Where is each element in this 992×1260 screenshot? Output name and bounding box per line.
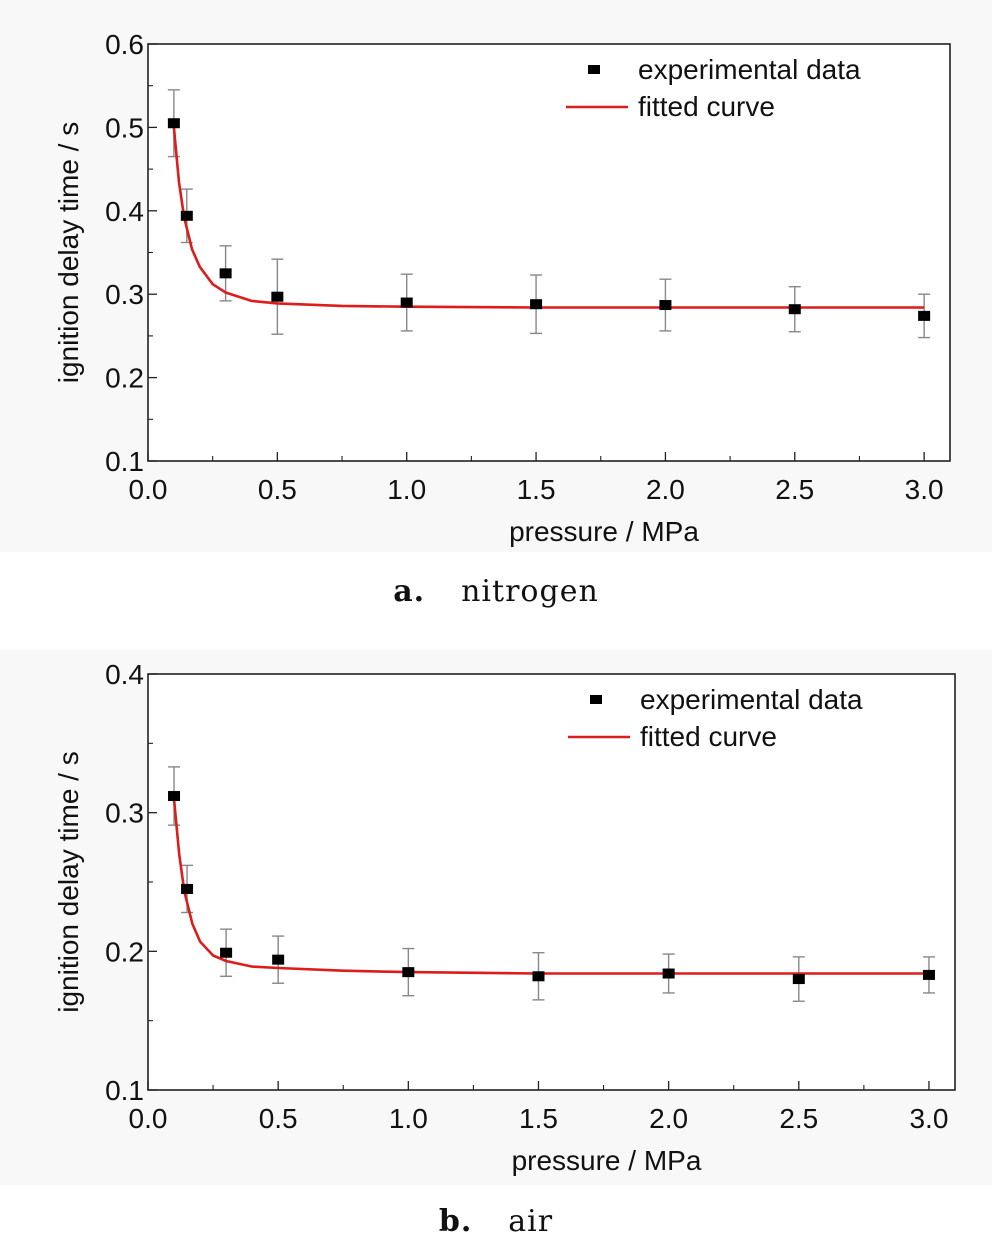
data-point xyxy=(530,299,543,310)
x-tick-label: 1.5 xyxy=(519,1103,558,1134)
x-tick-label: 2.5 xyxy=(779,1103,818,1134)
data-point xyxy=(659,300,672,311)
y-tick-label: 0.6 xyxy=(105,29,144,60)
legend-label-fitted: fitted curve xyxy=(640,721,777,752)
data-point xyxy=(918,310,931,321)
legend-label-experimental: experimental data xyxy=(640,684,863,715)
caption-a-letter: a. xyxy=(393,574,426,609)
chart-air: 0.0 0.5 1.0 1.5 2.0 2.5 3.0 0.1 0.2 0.3 0.4 pressur… xyxy=(53,659,956,1176)
x-axis-label: pressure / MPa xyxy=(509,516,699,547)
caption-b-letter: b. xyxy=(438,1204,473,1239)
plot-frame xyxy=(147,673,956,1091)
data-point xyxy=(181,883,194,894)
y-axis-label: ignition delay time / s xyxy=(53,751,84,1012)
data-point xyxy=(167,118,180,129)
y-tick-label: 0.4 xyxy=(105,659,144,690)
data-point xyxy=(788,304,801,315)
data-point xyxy=(168,791,181,802)
caption-a-name: nitrogen xyxy=(461,574,599,609)
legend-marker-experimental xyxy=(590,695,602,704)
data-point xyxy=(662,968,675,979)
data-point xyxy=(922,969,935,980)
data-point xyxy=(180,210,193,221)
y-tick-label: 0.4 xyxy=(105,196,144,227)
y-tick-label: 0.3 xyxy=(105,798,144,829)
y-tick-label: 0.3 xyxy=(105,279,144,310)
x-tick-label: 2.5 xyxy=(775,474,814,505)
y-tick-label: 0.5 xyxy=(105,112,144,143)
data-point xyxy=(272,954,285,965)
x-tick-label: 3.0 xyxy=(905,474,944,505)
data-point xyxy=(402,967,415,978)
x-tick-label: 2.0 xyxy=(649,1103,688,1134)
y-tick-label: 0.2 xyxy=(105,363,144,394)
data-point xyxy=(532,971,545,982)
x-tick-label: 1.5 xyxy=(517,474,556,505)
plot-frame xyxy=(147,43,951,462)
y-tick-label: 0.2 xyxy=(105,936,144,967)
data-point xyxy=(792,974,805,985)
data-point xyxy=(271,291,284,302)
legend-label-experimental: experimental data xyxy=(638,54,861,85)
legend-label-fitted: fitted curve xyxy=(638,91,775,122)
data-point xyxy=(400,297,413,308)
x-tick-label: 0.5 xyxy=(259,1103,298,1134)
caption-a: a. nitrogen xyxy=(0,574,992,609)
fitted-curve-line xyxy=(172,798,929,975)
caption-b: b. air xyxy=(0,1204,992,1239)
x-tick-label: 0.0 xyxy=(129,1103,168,1134)
y-tick-label: 0.1 xyxy=(105,1075,144,1106)
caption-b-name: air xyxy=(508,1204,554,1239)
x-axis-label: pressure / MPa xyxy=(512,1145,702,1176)
data-point xyxy=(219,268,232,279)
y-axis-label: ignition delay time / s xyxy=(53,122,84,383)
y-tick-label: 0.1 xyxy=(105,446,144,477)
x-tick-label: 3.0 xyxy=(909,1103,948,1134)
x-tick-label: 1.0 xyxy=(387,474,426,505)
fitted-curve-line xyxy=(172,127,925,309)
x-tick-label: 2.0 xyxy=(646,474,685,505)
x-tick-label: 0.5 xyxy=(258,474,297,505)
x-tick-label: 0.0 xyxy=(129,474,168,505)
data-point xyxy=(220,947,233,958)
legend-marker-experimental xyxy=(588,65,600,74)
chart-nitrogen: 0.0 0.5 1.0 1.5 2.0 2.5 3.0 0.1 0.2 0.3 0.4 0.5 0.6 p… xyxy=(53,29,951,547)
x-tick-label: 1.0 xyxy=(389,1103,428,1134)
